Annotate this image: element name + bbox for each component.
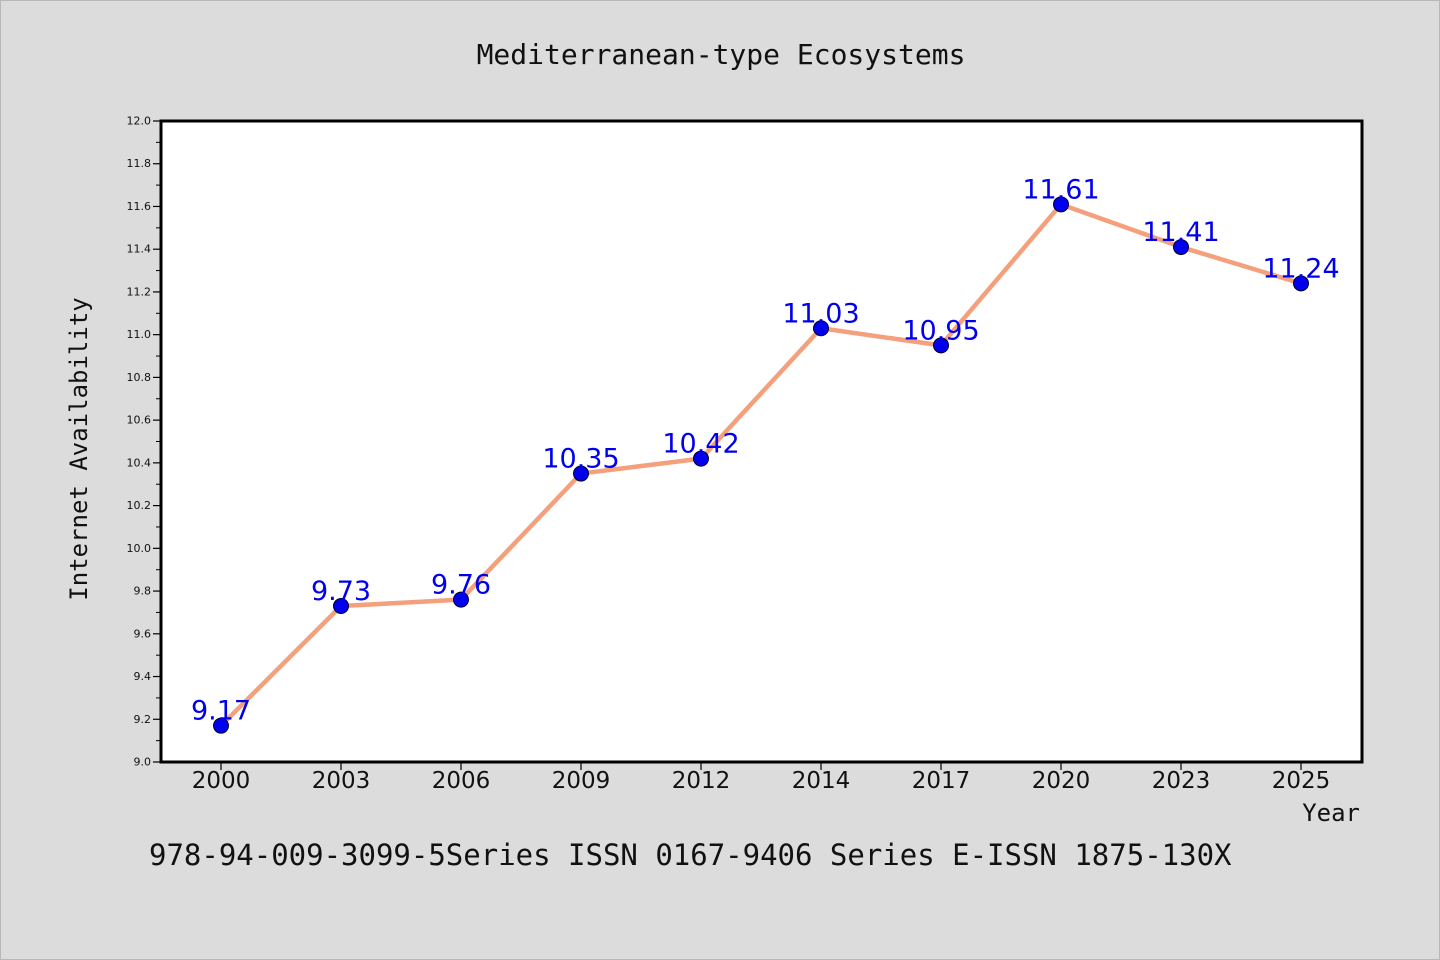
y-axis-label: Internet Availability — [65, 297, 93, 600]
y-tick-label: 9.4 — [134, 670, 152, 683]
data-point — [813, 320, 829, 337]
y-tick-label: 11.6 — [127, 200, 152, 213]
y-tick-label: 9.8 — [134, 585, 152, 598]
data-label: 11.41 — [1142, 217, 1219, 248]
x-tick-label: 2009 — [552, 768, 611, 794]
x-tick-label: 2017 — [912, 768, 971, 794]
x-axis: 2000 2003 2006 2009 2012 2014 2017 2020 2023 2025 — [192, 762, 1331, 794]
y-tick-label: 10.4 — [127, 456, 152, 469]
x-tick-label: 2000 — [192, 768, 251, 794]
plot-area — [161, 121, 1362, 762]
data-label: 9.17 — [191, 696, 251, 727]
data-label: 10.42 — [662, 429, 739, 460]
data-point — [693, 450, 709, 467]
data-point — [573, 465, 589, 482]
x-tick-label: 2014 — [792, 768, 851, 794]
x-tick-label: 2006 — [432, 768, 491, 794]
y-tick-label: 9.6 — [134, 627, 152, 640]
series-layer: 9.17 9.73 9.76 10.35 10.42 11.03 10.95 11.61 11.… — [191, 174, 1340, 734]
data-point — [1053, 196, 1069, 213]
y-tick-label: 11.8 — [127, 157, 152, 170]
data-label: 9.73 — [311, 576, 371, 607]
x-tick-label: 2025 — [1272, 768, 1331, 794]
y-tick-label: 11.2 — [127, 285, 152, 298]
y-tick-label: 12.0 — [127, 115, 152, 128]
y-tick-label: 9.2 — [134, 713, 152, 726]
chart-title: Mediterranean-type Ecosystems — [477, 38, 966, 71]
footer-text: 978-94-009-3099-5Series ISSN 0167-9406 S… — [149, 838, 1232, 872]
series-line — [218, 202, 1304, 728]
y-axis: 9.0 9.2 9.4 9.6 9.8 10.0 10.2 10.4 10.6 10.8 11.0 1… — [127, 115, 161, 769]
y-tick-label: 10.8 — [127, 371, 152, 384]
data-point — [333, 598, 349, 615]
y-tick-label: 9.0 — [134, 756, 152, 769]
x-axis-label: Year — [1302, 799, 1360, 827]
x-tick-label: 2023 — [1152, 768, 1211, 794]
data-point — [213, 717, 229, 734]
data-point — [1293, 275, 1309, 292]
y-tick-label: 11.4 — [127, 243, 152, 256]
data-label: 11.24 — [1262, 253, 1339, 284]
x-tick-label: 2012 — [672, 768, 731, 794]
y-tick-label: 10.2 — [127, 499, 152, 512]
plot-frame — [159, 119, 1364, 764]
data-point — [1173, 239, 1189, 256]
data-label: 11.61 — [1022, 174, 1099, 205]
y-tick-label: 11.0 — [127, 328, 152, 341]
x-tick-label: 2020 — [1032, 768, 1091, 794]
data-point — [933, 337, 949, 354]
data-point — [453, 591, 469, 608]
data-label: 10.35 — [542, 444, 619, 475]
y-tick-label: 10.6 — [127, 414, 152, 427]
data-label: 11.03 — [782, 298, 859, 329]
y-tick-label: 10.0 — [127, 542, 152, 555]
data-label: 9.76 — [431, 570, 491, 601]
x-tick-label: 2003 — [312, 768, 371, 794]
data-label: 10.95 — [902, 315, 979, 346]
